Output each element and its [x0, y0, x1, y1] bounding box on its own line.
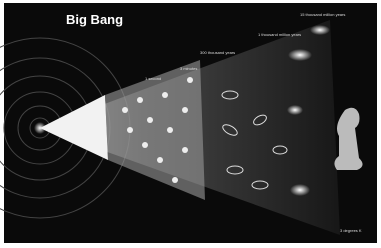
label: 3 degrees K: [340, 228, 362, 233]
label: 3 minutes: [180, 66, 197, 71]
page: Big Bang 15 thousand million years 1 tho…: [0, 0, 381, 248]
label: 1 thousand million years: [258, 32, 301, 37]
label: 300 thousand years: [200, 50, 235, 55]
label: 1 second: [145, 76, 161, 81]
big-bang-image: Big Bang 15 thousand million years 1 tho…: [0, 0, 381, 248]
title: Big Bang: [66, 12, 123, 27]
label: 15 thousand million years: [300, 12, 345, 17]
